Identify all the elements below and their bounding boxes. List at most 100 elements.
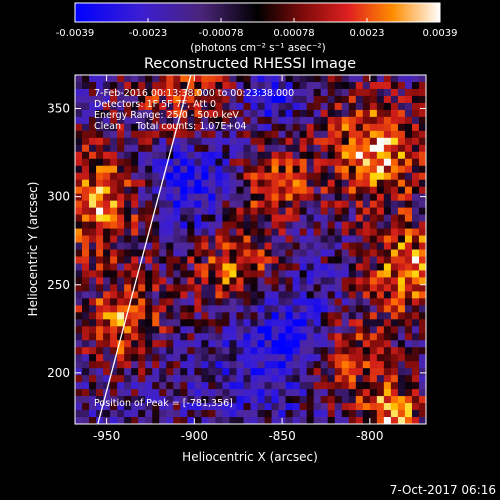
heatmap-cell xyxy=(152,417,160,424)
heatmap-cell xyxy=(131,277,139,285)
heatmap-cell xyxy=(236,319,245,327)
heatmap-cell xyxy=(82,312,90,320)
heatmap-cell xyxy=(285,361,294,369)
heatmap-cell xyxy=(348,361,357,369)
heatmap-cell xyxy=(341,263,350,272)
heatmap-cell xyxy=(82,263,90,272)
heatmap-cell xyxy=(355,270,364,279)
heatmap-cell xyxy=(222,256,231,265)
heatmap-cell xyxy=(285,410,294,418)
heatmap-cell xyxy=(117,137,125,146)
heatmap-cell xyxy=(299,396,308,404)
heatmap-cell xyxy=(320,137,329,146)
heatmap-cell xyxy=(229,291,238,299)
heatmap-cell xyxy=(166,326,174,334)
heatmap-cell xyxy=(306,389,315,397)
y-tick-label: 250 xyxy=(47,278,70,292)
annotation-energy-range: Energy Range: 25.0 - 50.0 keV xyxy=(94,110,239,121)
heatmap-cell xyxy=(215,312,224,320)
heatmap-cell xyxy=(313,88,322,97)
heatmap-cell xyxy=(250,151,259,160)
heatmap-cell xyxy=(411,123,420,132)
heatmap-cell xyxy=(138,375,146,383)
heatmap-cell xyxy=(103,326,111,334)
heatmap-cell xyxy=(411,151,420,160)
heatmap-cell xyxy=(180,123,188,132)
heatmap-cell xyxy=(306,130,315,139)
heatmap-cell xyxy=(89,95,97,104)
heatmap-cell xyxy=(117,172,125,181)
heatmap-cell xyxy=(278,298,287,306)
heatmap-cell xyxy=(159,137,167,146)
heatmap-cell xyxy=(257,137,266,146)
heatmap-cell xyxy=(355,249,364,258)
heatmap-cell xyxy=(243,249,252,258)
heatmap-cell xyxy=(292,298,301,306)
heatmap-cell xyxy=(306,340,315,348)
heatmap-cell xyxy=(243,158,252,167)
heatmap-cell xyxy=(320,312,329,320)
heatmap-cell xyxy=(173,410,181,418)
heatmap-cell xyxy=(180,130,188,139)
heatmap-cell xyxy=(369,95,378,104)
heatmap-cell xyxy=(145,410,153,418)
heatmap-cell xyxy=(250,291,259,299)
heatmap-cell xyxy=(341,130,350,139)
heatmap-cell xyxy=(215,165,224,174)
heatmap-cell xyxy=(327,102,336,111)
heatmap-cell xyxy=(376,284,385,292)
heatmap-cell xyxy=(376,242,385,251)
heatmap-cell xyxy=(376,403,385,411)
heatmap-cell xyxy=(89,417,97,424)
heatmap-cell xyxy=(397,270,406,279)
heatmap-cell xyxy=(411,165,420,174)
heatmap-cell xyxy=(278,382,287,390)
heatmap-cell xyxy=(138,298,146,306)
heatmap-cell xyxy=(131,375,139,383)
heatmap-cell xyxy=(96,305,104,313)
heatmap-cell xyxy=(194,396,202,404)
heatmap-cell xyxy=(96,200,104,209)
heatmap-cell xyxy=(201,172,209,181)
heatmap-cell xyxy=(187,361,195,369)
heatmap-cell xyxy=(215,256,224,265)
heatmap-cell xyxy=(194,284,202,292)
heatmap-cell xyxy=(278,368,287,376)
heatmap-cell xyxy=(166,200,174,209)
heatmap-cell xyxy=(110,368,118,376)
heatmap-cell xyxy=(299,277,308,285)
heatmap-cell xyxy=(117,102,125,111)
heatmap-cell xyxy=(222,410,231,418)
heatmap-cell xyxy=(173,284,181,292)
heatmap-cell xyxy=(194,214,202,223)
heatmap-cell xyxy=(250,403,259,411)
heatmap-cell xyxy=(285,249,294,258)
heatmap-cell xyxy=(292,347,301,355)
heatmap-cell xyxy=(383,130,392,139)
heatmap-cell xyxy=(376,249,385,258)
heatmap-cell xyxy=(306,144,315,153)
heatmap-cell xyxy=(362,179,371,188)
heatmap-cell xyxy=(229,256,238,265)
heatmap-cell xyxy=(180,312,188,320)
heatmap-cell xyxy=(222,102,231,111)
heatmap-cell xyxy=(103,291,111,299)
heatmap-cell xyxy=(327,235,336,244)
heatmap-cell xyxy=(327,361,336,369)
heatmap-cell xyxy=(215,270,224,279)
heatmap-cell xyxy=(376,375,385,383)
heatmap-cell xyxy=(404,368,413,376)
heatmap-cell xyxy=(82,75,90,83)
heatmap-cell xyxy=(376,263,385,272)
heatmap-cell xyxy=(243,277,252,285)
heatmap-cell xyxy=(306,347,315,355)
heatmap-cell xyxy=(285,109,294,118)
heatmap-cell xyxy=(362,172,371,181)
heatmap-cell xyxy=(271,75,280,83)
heatmap-cell xyxy=(355,382,364,390)
heatmap-cell xyxy=(348,417,357,424)
heatmap-cell xyxy=(411,102,420,111)
heatmap-cell xyxy=(285,130,294,139)
heatmap-cell xyxy=(229,102,238,111)
heatmap-cell xyxy=(159,172,167,181)
